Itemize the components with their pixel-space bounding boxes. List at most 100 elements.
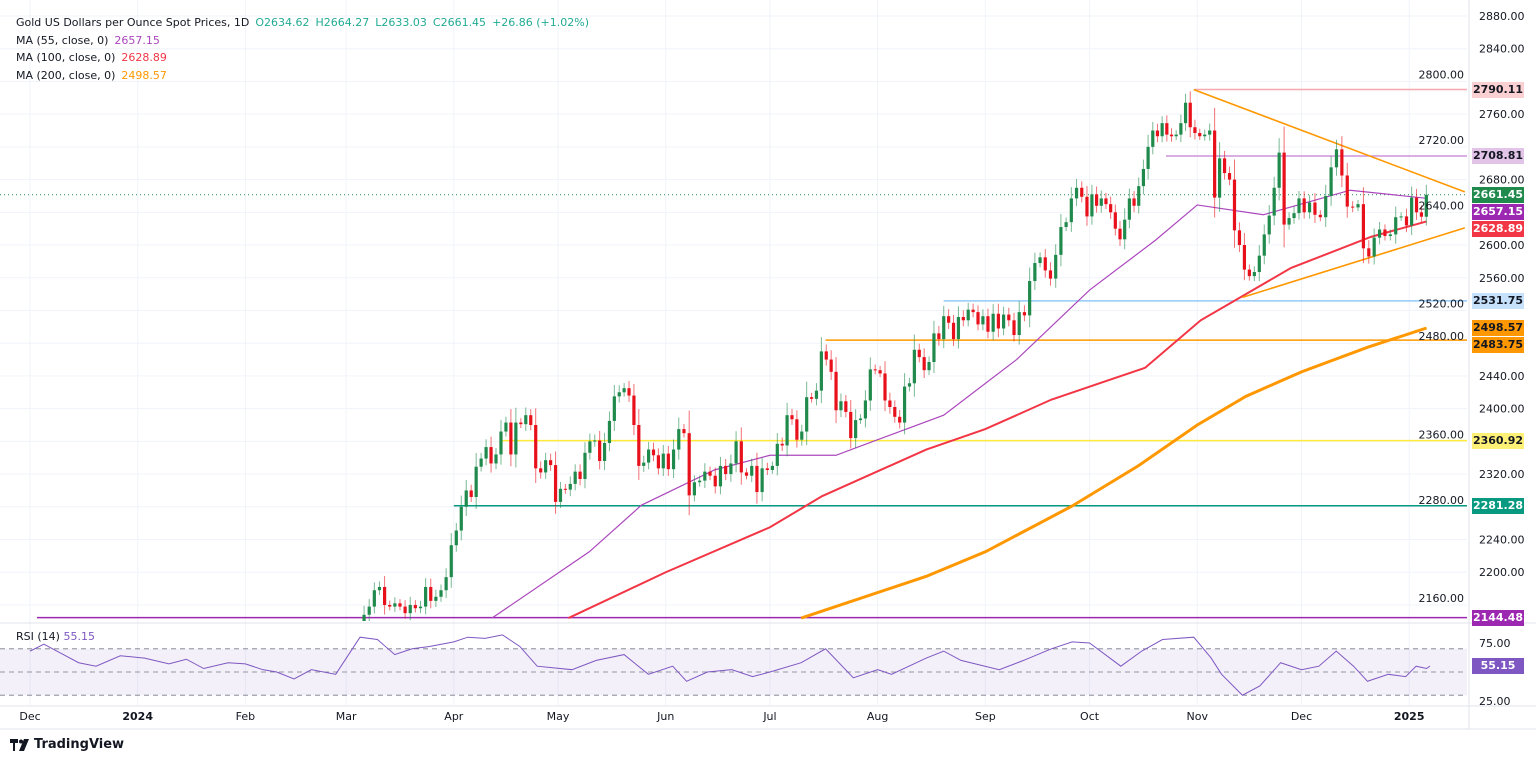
price-axis-label: 2880.00 [1479, 10, 1525, 23]
ma55-price-badge: 2657.15 [1472, 203, 1524, 220]
ohlc-close: C2661.45 [432, 16, 487, 29]
candle-body [800, 431, 804, 440]
candle-body [494, 454, 498, 464]
candle-body [844, 401, 848, 412]
candle-body [388, 604, 392, 607]
candle-body [1307, 202, 1312, 213]
price-axis-label: 2360.00 [1419, 428, 1465, 441]
rsi-line [29, 634, 1431, 696]
candle-body [1099, 198, 1103, 206]
candle-body [849, 411, 853, 439]
price-axis-label: 2840.00 [1479, 43, 1525, 56]
candle-body [534, 425, 538, 469]
candle-body [1222, 158, 1227, 174]
time-axis-label: Sep [975, 710, 996, 723]
candle-body [703, 471, 707, 481]
candle-body [917, 349, 921, 358]
candle-body [922, 357, 926, 371]
candle-body [1203, 134, 1207, 137]
candle-body [1213, 130, 1217, 198]
candle-body [986, 316, 990, 332]
candle-body [454, 530, 458, 546]
rsi-label: RSI (14) [16, 630, 60, 643]
ohlc-open: O2634.62 [255, 16, 310, 29]
ohlc-high: H2664.27 [315, 16, 370, 29]
candle-body [598, 440, 602, 461]
candle-body [1169, 134, 1174, 137]
candle-body [666, 453, 670, 470]
candle-body [692, 482, 697, 496]
candle-body [1080, 187, 1084, 197]
candle-body [858, 418, 863, 421]
candle-body [568, 483, 572, 490]
candle-body [937, 333, 941, 340]
candle-body [382, 586, 387, 605]
tradingview-logo[interactable]: TradingView [10, 737, 124, 752]
candle-body [539, 468, 543, 473]
price-axis-label: 2280.00 [1419, 494, 1465, 507]
candle-body [484, 447, 488, 459]
candle-body [809, 397, 814, 399]
candle-body [1127, 198, 1131, 220]
candle-body [961, 317, 965, 321]
candle-body [981, 316, 985, 325]
candle-body [1257, 255, 1261, 273]
candle-body [1372, 237, 1376, 257]
candle-body [1183, 102, 1188, 124]
candle-body [1160, 123, 1164, 137]
candle-body [651, 449, 656, 456]
candle-body [558, 488, 563, 502]
candle-body [718, 465, 723, 487]
candle-body [780, 443, 784, 446]
candle-body [902, 386, 907, 423]
candle-body [398, 603, 402, 607]
ohlc-low: L2633.03 [375, 16, 427, 29]
ohlc-change: +26.86 (+1.02%) [492, 16, 590, 29]
candle-body [514, 422, 518, 455]
price-axis-label: 2160.00 [1419, 592, 1465, 605]
candle-body [1404, 216, 1409, 226]
candle-body [464, 490, 468, 507]
ma100-legend[interactable]: MA (100, close, 0) 2628.89 [16, 49, 595, 67]
candle-body [1377, 229, 1382, 238]
candle-body [627, 388, 631, 396]
moving-average-line [568, 220, 1427, 619]
candle-body [1012, 320, 1016, 336]
time-axis-label: Nov [1187, 710, 1209, 723]
candle-body [474, 466, 478, 497]
candle-body [602, 442, 607, 461]
ma200-legend[interactable]: MA (200, close, 0) 2498.57 [16, 67, 595, 85]
ma200-value: 2498.57 [121, 68, 167, 82]
candle-body [1137, 186, 1141, 206]
level-price-badge: 2708.81 [1472, 148, 1524, 165]
candle-body [489, 447, 493, 464]
candle-body [647, 449, 651, 463]
candle-body [976, 312, 980, 325]
candle-body [588, 441, 592, 453]
candle-body [544, 460, 548, 473]
candle-body [1410, 197, 1414, 226]
candle-body [888, 400, 892, 408]
candle-body [1318, 214, 1322, 218]
level-price-badge: 2483.75 [1472, 337, 1524, 353]
tradingview-logo-icon [10, 738, 29, 751]
candle-body [750, 465, 754, 476]
candle-body [1345, 175, 1349, 207]
candle-body [775, 443, 779, 466]
candle-body [854, 420, 858, 439]
candle-body [1165, 123, 1169, 135]
candle-body [1188, 102, 1192, 128]
candle-body [1043, 257, 1047, 271]
candle-body [424, 586, 428, 607]
rsi-legend[interactable]: RSI (14) 55.15 [16, 630, 95, 643]
ma55-label: MA (55, close, 0) [16, 33, 109, 47]
candle-body [682, 429, 686, 434]
candle-body [1069, 198, 1073, 223]
ma200-price-badge: 2498.57 [1472, 320, 1524, 336]
time-axis-label: Dec [1291, 710, 1312, 723]
ma55-legend[interactable]: MA (55, close, 0) 2657.15 [16, 32, 595, 50]
candle-body [1361, 204, 1366, 249]
price-pane [0, 88, 1467, 621]
candle-body [1242, 245, 1247, 270]
